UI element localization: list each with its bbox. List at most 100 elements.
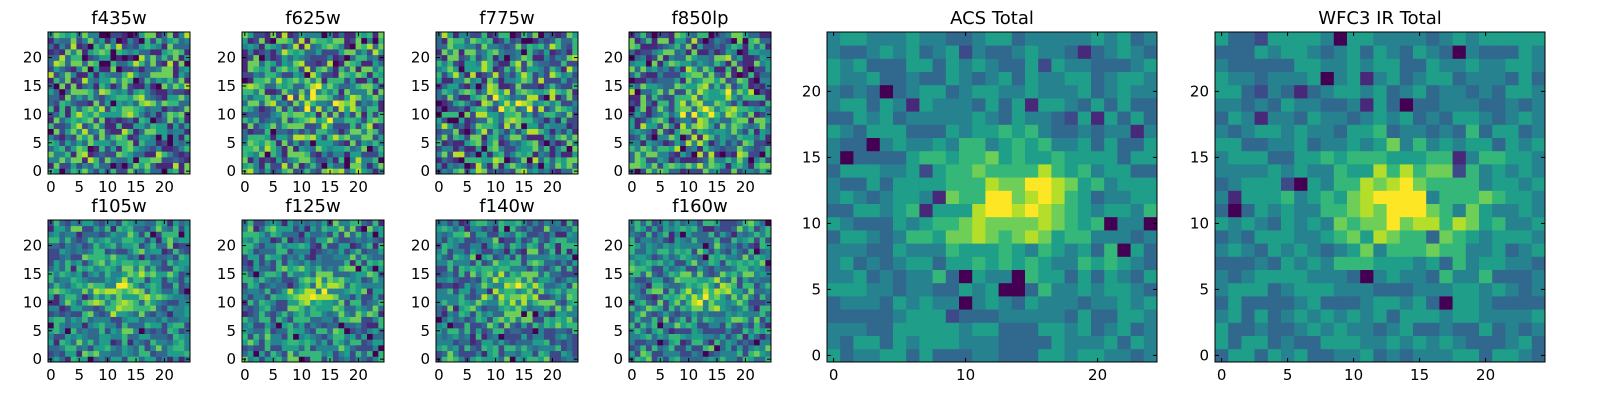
heatmap-cell	[150, 156, 157, 164]
heatmap-cell	[719, 344, 726, 352]
heatmap-cell	[759, 310, 766, 317]
heatmap-cell	[287, 242, 294, 249]
heatmap-cell	[287, 66, 294, 73]
heatmap-cell	[259, 327, 266, 334]
heatmap-cell	[281, 100, 288, 107]
heatmap-cell	[127, 156, 134, 164]
heatmap-cell	[555, 259, 562, 266]
heatmap-cell	[685, 139, 692, 146]
heatmap-cell	[116, 276, 123, 283]
heatmap-cell	[327, 225, 334, 232]
heatmap-cell	[742, 122, 749, 129]
heatmap-cell	[453, 168, 460, 175]
heatmap-cell	[338, 105, 345, 112]
heatmap-cell	[543, 356, 550, 363]
heatmap-cell	[731, 128, 738, 135]
heatmap-cell	[349, 282, 356, 289]
heatmap-cell	[247, 122, 254, 129]
heatmap-cell	[521, 162, 528, 169]
heatmap-cell	[138, 276, 145, 283]
heatmap-cell	[247, 293, 254, 300]
heatmap-cell	[487, 237, 494, 244]
heatmap-cell	[708, 71, 715, 78]
heatmap-cell	[470, 66, 477, 73]
heatmap-cell	[270, 122, 277, 129]
heatmap-cell	[560, 344, 568, 352]
heatmap-cell	[572, 333, 579, 340]
heatmap-cell	[349, 276, 356, 283]
heatmap-cell	[259, 139, 266, 146]
heatmap-cell	[293, 242, 300, 249]
heatmap-cell	[742, 310, 749, 317]
heatmap-cell	[566, 71, 573, 78]
heatmap-cell	[481, 305, 488, 312]
heatmap-cell	[293, 83, 300, 90]
heatmap-cell	[549, 105, 556, 112]
heatmap-cell	[731, 66, 738, 73]
heatmap-cell	[475, 344, 482, 352]
heatmap-cell	[276, 71, 283, 78]
heatmap-cell	[498, 231, 505, 238]
heatmap-cell	[293, 94, 300, 101]
heatmap-cell	[133, 117, 140, 124]
heatmap-cell	[725, 77, 732, 84]
heatmap-cell	[492, 83, 499, 90]
heatmap-cell	[492, 139, 499, 146]
heatmap-cell	[481, 83, 488, 90]
heatmap-cell	[361, 60, 368, 67]
heatmap-cell	[161, 83, 168, 90]
heatmap-cell	[315, 77, 322, 84]
heatmap-cell	[453, 83, 460, 90]
heatmap-cell	[270, 156, 277, 164]
heatmap-cell	[515, 156, 522, 164]
heatmap-cell	[110, 271, 117, 278]
heatmap-cell	[526, 71, 533, 78]
heatmap-cell	[167, 145, 174, 152]
heatmap-cell	[167, 344, 174, 352]
heatmap-cell	[560, 259, 568, 266]
heatmap-cell	[646, 37, 653, 44]
heatmap-cell	[264, 225, 271, 232]
heatmap-cell	[332, 344, 339, 352]
heatmap-cell	[702, 100, 709, 107]
heatmap-cell	[560, 37, 568, 44]
heatmap-cell	[719, 310, 726, 317]
heatmap-cell	[668, 37, 675, 44]
heatmap-cell	[338, 100, 345, 107]
heatmap-cell	[172, 237, 180, 244]
heatmap-cell	[651, 122, 658, 129]
heatmap-cell	[332, 254, 339, 261]
heatmap-cell	[304, 344, 311, 352]
heatmap-cell	[259, 122, 266, 129]
heatmap-cell	[167, 139, 174, 146]
heatmap-cell	[287, 316, 294, 323]
heatmap-cell	[93, 276, 100, 283]
heatmap-cell	[366, 282, 374, 289]
heatmap-cell	[447, 128, 454, 135]
heatmap-cell	[566, 265, 573, 272]
heatmap-cell	[566, 128, 573, 135]
heatmap-cell	[549, 134, 556, 141]
heatmap-cell	[155, 139, 162, 146]
heatmap-cell	[549, 71, 556, 78]
heatmap-cell	[680, 322, 687, 329]
heatmap-cell	[372, 111, 379, 118]
heatmap-cell	[259, 282, 266, 289]
heatmap-cell	[453, 271, 460, 278]
heatmap-cell	[509, 356, 516, 363]
heatmap-cell	[447, 254, 454, 261]
heatmap-cell	[475, 316, 482, 323]
heatmap-cell	[759, 276, 766, 283]
heatmap-cell	[270, 37, 277, 44]
heatmap-cell	[172, 333, 180, 340]
heatmap-cell	[315, 117, 322, 124]
heatmap-cell	[315, 350, 322, 357]
heatmap-cell	[276, 305, 283, 312]
heatmap-cell	[270, 327, 277, 334]
heatmap-cell	[150, 322, 157, 329]
heatmap-cell	[315, 282, 322, 289]
heatmap-cell	[76, 37, 83, 44]
heatmap-cell	[748, 60, 755, 67]
heatmap-cell	[629, 316, 636, 323]
heatmap-cell	[99, 122, 106, 129]
